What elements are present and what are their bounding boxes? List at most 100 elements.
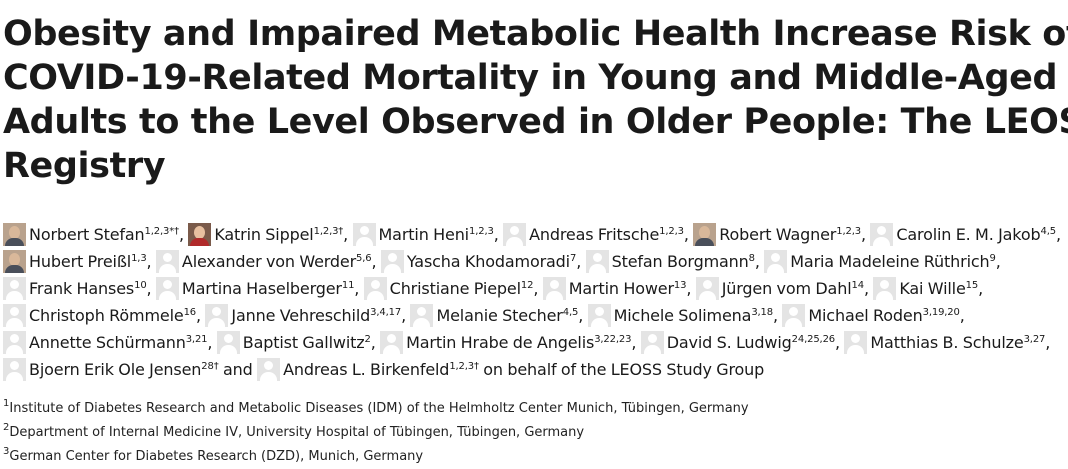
author-name[interactable]: Yascha Khodamoradi	[406, 252, 570, 271]
author-name[interactable]: Christiane Piepel	[389, 279, 521, 298]
author-avatar-placeholder-icon[interactable]	[3, 277, 26, 300]
author-name[interactable]: Martin Heni	[378, 225, 470, 244]
author-name[interactable]: Robert Wagner	[719, 225, 837, 244]
author-separator: ,	[631, 333, 641, 352]
author-photo[interactable]	[188, 223, 212, 246]
author-separator: ,	[343, 225, 353, 244]
author-avatar-placeholder-icon[interactable]	[3, 331, 26, 354]
author[interactable]: Andreas Fritsche1,2,3	[503, 223, 684, 246]
author[interactable]: Jürgen vom Dahl14	[695, 277, 864, 300]
author[interactable]: Matthias B. Schulze3,27	[844, 331, 1045, 354]
author[interactable]: Janne Vehreschild3,4,17	[205, 304, 401, 327]
author-avatar-placeholder-icon[interactable]	[587, 304, 611, 327]
author-name[interactable]: Christoph Römmele	[29, 306, 184, 325]
author-avatar-placeholder-icon[interactable]	[585, 250, 609, 273]
author[interactable]: Annette Schürmann3,21	[3, 331, 208, 354]
author-avatar-placeholder-icon[interactable]	[155, 250, 179, 273]
author-name[interactable]: Carolin E. M. Jakob	[896, 225, 1041, 244]
author-avatar-placeholder-icon[interactable]	[410, 304, 434, 327]
author-photo[interactable]	[3, 250, 26, 273]
author[interactable]: Maria Madeleine Rüthrich9	[764, 250, 996, 273]
author-name[interactable]: Jürgen vom Dahl	[721, 279, 852, 298]
author-avatar-placeholder-icon[interactable]	[205, 304, 229, 327]
affiliation: 2Department of Internal Medicine IV, Uni…	[3, 421, 749, 445]
author-name[interactable]: Michele Solimena	[613, 306, 752, 325]
author[interactable]: Christiane Piepel12	[363, 277, 534, 300]
author-name[interactable]: Kai Wille	[899, 279, 966, 298]
author-avatar-placeholder-icon[interactable]	[257, 358, 281, 381]
author-avatar-placeholder-icon[interactable]	[155, 277, 179, 300]
author[interactable]: Alexander von Werder5,6	[155, 250, 372, 273]
author[interactable]: Michele Solimena3,18	[587, 304, 773, 327]
author[interactable]: Robert Wagner1,2,3	[693, 223, 861, 246]
author-avatar-placeholder-icon[interactable]	[380, 250, 404, 273]
author-name[interactable]: Maria Madeleine Rüthrich	[790, 252, 990, 271]
author[interactable]: Yascha Khodamoradi7	[380, 250, 576, 273]
author-name[interactable]: Martin Hrabe de Angelis	[406, 333, 595, 352]
author-photo[interactable]	[693, 223, 717, 246]
author-affiliation-marks: 5,6	[356, 253, 372, 264]
author-affiliation-marks: 15	[965, 280, 979, 291]
author[interactable]: Frank Hanses10	[3, 277, 147, 300]
author-name[interactable]: Hubert Preißl	[29, 252, 132, 271]
author-avatar-placeholder-icon[interactable]	[695, 277, 719, 300]
author-avatar-placeholder-icon[interactable]	[782, 304, 806, 327]
author[interactable]: Andreas L. Birkenfeld1,2,3†	[257, 358, 479, 381]
author-avatar-placeholder-icon[interactable]	[216, 331, 240, 354]
author-name[interactable]: Melanie Stecher	[436, 306, 563, 325]
author-name[interactable]: Andreas L. Birkenfeld	[283, 360, 450, 379]
author-avatar-placeholder-icon[interactable]	[844, 331, 868, 354]
author-name[interactable]: Katrin Sippel	[214, 225, 314, 244]
author-name[interactable]: Alexander von Werder	[181, 252, 357, 271]
author-avatar-placeholder-icon[interactable]	[640, 331, 664, 354]
author[interactable]: Norbert Stefan1,2,3*†	[3, 223, 179, 246]
affiliation-number: 3	[3, 446, 10, 457]
author-name[interactable]: Frank Hanses	[29, 279, 135, 298]
author[interactable]: Melanie Stecher4,5	[410, 304, 578, 327]
author-avatar-placeholder-icon[interactable]	[380, 331, 404, 354]
author-name[interactable]: Stefan Borgmann	[611, 252, 749, 271]
author-avatar-placeholder-icon[interactable]	[352, 223, 376, 246]
author-name[interactable]: Annette Schürmann	[29, 333, 186, 352]
author-affiliation-marks: 24,25,26	[791, 334, 836, 345]
author-name[interactable]: Matthias B. Schulze	[870, 333, 1024, 352]
author-name[interactable]: Andreas Fritsche	[529, 225, 660, 244]
author-name[interactable]: Martina Haselberger	[181, 279, 342, 298]
author[interactable]: Carolin E. M. Jakob4,5	[870, 223, 1056, 246]
author[interactable]: Christoph Römmele16	[3, 304, 196, 327]
author[interactable]: Katrin Sippel1,2,3†	[188, 223, 343, 246]
author-avatar-placeholder-icon[interactable]	[3, 358, 26, 381]
author[interactable]: Kai Wille15	[873, 277, 979, 300]
author-affiliation-marks: 1,3	[131, 253, 147, 264]
author-separator: ,	[207, 333, 217, 352]
author-name[interactable]: Norbert Stefan	[29, 225, 145, 244]
author-name[interactable]: David S. Ludwig	[666, 333, 792, 352]
author-avatar-placeholder-icon[interactable]	[870, 223, 894, 246]
author[interactable]: Martina Haselberger11	[155, 277, 354, 300]
author-affiliation-marks: 3,21	[185, 334, 208, 345]
author-avatar-placeholder-icon[interactable]	[764, 250, 788, 273]
author-photo[interactable]	[3, 223, 26, 246]
author-avatar-placeholder-icon[interactable]	[873, 277, 897, 300]
author-avatar-placeholder-icon[interactable]	[542, 277, 566, 300]
author[interactable]: Martin Heni1,2,3	[352, 223, 494, 246]
author[interactable]: Martin Hower13	[542, 277, 686, 300]
author-name[interactable]: Bjoern Erik Ole Jensen	[29, 360, 202, 379]
author-name[interactable]: Baptist Gallwitz	[242, 333, 365, 352]
author[interactable]: David S. Ludwig24,25,26	[640, 331, 836, 354]
author[interactable]: Bjoern Erik Ole Jensen28†	[3, 358, 219, 381]
author[interactable]: Hubert Preißl1,3	[3, 250, 147, 273]
author-name[interactable]: Michael Roden	[808, 306, 923, 325]
author-name[interactable]: Martin Hower	[568, 279, 674, 298]
author[interactable]: Michael Roden3,19,20	[782, 304, 960, 327]
author[interactable]: Martin Hrabe de Angelis3,22,23	[380, 331, 631, 354]
author-avatar-placeholder-icon[interactable]	[503, 223, 527, 246]
author-avatar-placeholder-icon[interactable]	[363, 277, 387, 300]
author-avatar-placeholder-icon[interactable]	[3, 304, 26, 327]
author[interactable]: Baptist Gallwitz2	[216, 331, 371, 354]
author-name[interactable]: Janne Vehreschild	[231, 306, 371, 325]
study-group-text: on behalf of the LEOSS Study Group	[478, 360, 765, 379]
author-separator: ,	[196, 306, 206, 325]
author[interactable]: Stefan Borgmann8	[585, 250, 755, 273]
